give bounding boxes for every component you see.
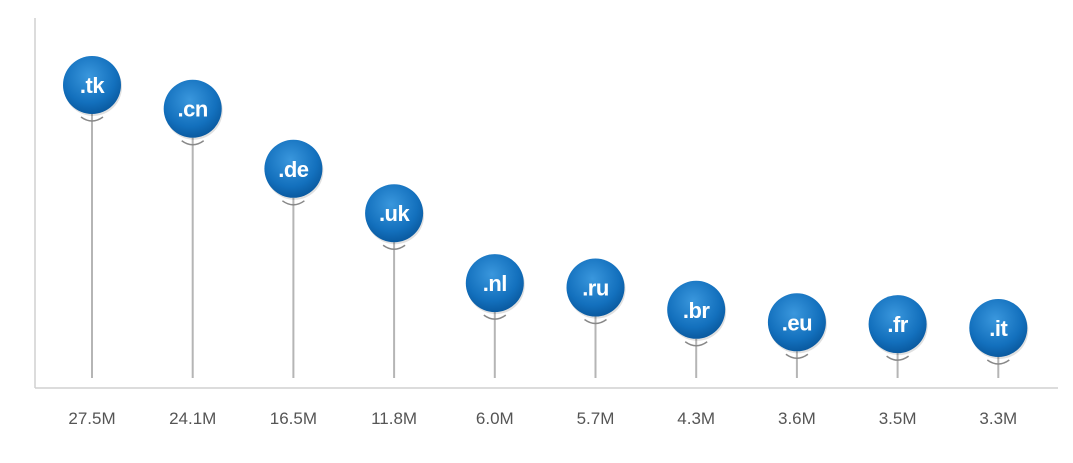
value-label: 16.5M: [270, 409, 317, 428]
pin-label: .ru: [582, 276, 609, 301]
pin-hook: [281, 200, 305, 206]
value-label: 24.1M: [169, 409, 216, 428]
pin-label: .de: [278, 157, 309, 182]
value-label: 3.5M: [879, 409, 917, 428]
pin-hook: [684, 341, 708, 347]
pin-marker-fr: [868, 295, 927, 354]
pin-marker-ru: [566, 258, 625, 317]
pin-label: .cn: [178, 97, 208, 122]
value-label: 3.6M: [778, 409, 816, 428]
value-label: 11.8M: [371, 409, 417, 428]
pin-hook: [181, 140, 205, 146]
pin-marker-cn: [163, 79, 222, 138]
pin-hook: [382, 244, 406, 250]
pin-label: .eu: [782, 310, 812, 335]
pin-marker-eu: [767, 293, 826, 352]
pin-hook: [785, 353, 809, 360]
pin-label: .uk: [379, 201, 411, 226]
pin-hook: [886, 355, 910, 361]
value-label: 5.7M: [577, 409, 615, 428]
pin-label: .it: [989, 316, 1008, 341]
pin-marker-uk: [365, 184, 424, 243]
pin-marker-tk: [63, 56, 121, 114]
pin-marker-it: [969, 299, 1028, 357]
pin-marker-nl: [465, 254, 524, 313]
pin-hook: [483, 314, 507, 320]
value-label: 4.3M: [677, 409, 715, 428]
pin-hook: [986, 359, 1010, 365]
pin-label: .br: [683, 298, 711, 323]
pin-hook: [584, 318, 607, 325]
pin-marker-de: [264, 139, 323, 198]
value-label: 27.5M: [68, 409, 115, 428]
pin-label: .fr: [887, 312, 908, 337]
pin-label: .tk: [80, 73, 105, 98]
pin-marker-br: [667, 280, 726, 339]
value-label: 6.0M: [476, 409, 514, 428]
value-label: 3.3M: [979, 409, 1017, 428]
pin-label: .nl: [483, 271, 507, 296]
pin-hook: [80, 116, 104, 122]
